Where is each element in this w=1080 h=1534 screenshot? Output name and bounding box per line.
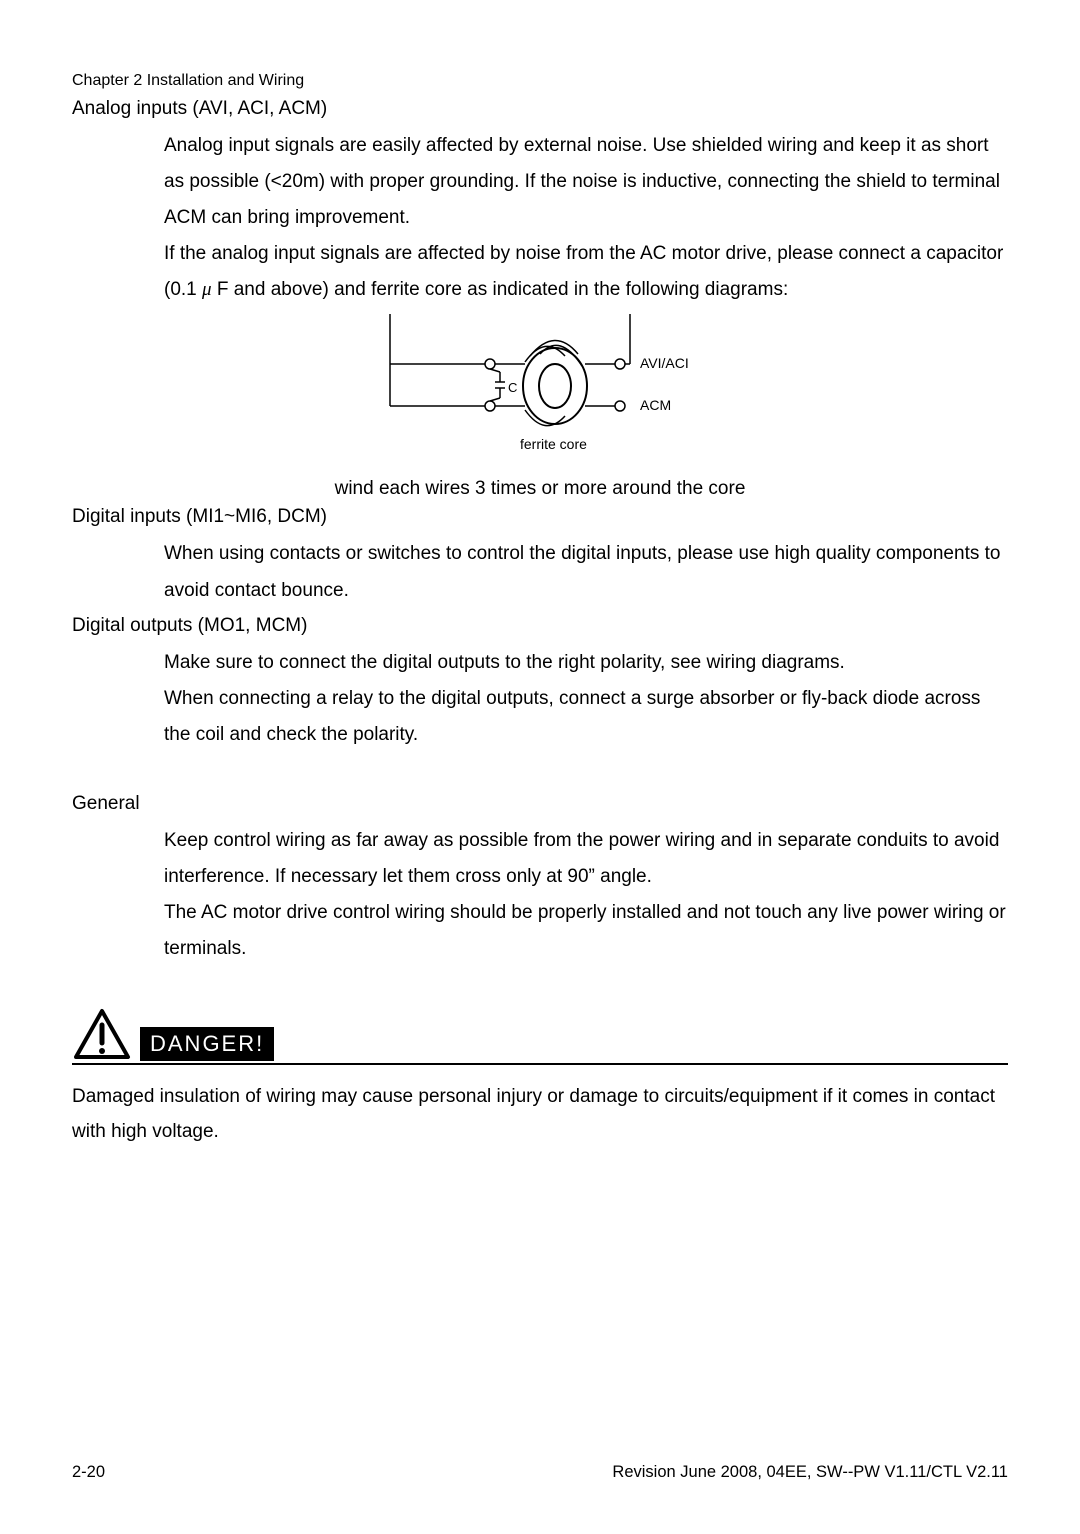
acm-label: ACM [640,397,671,413]
analog-para1: Analog input signals are easily affected… [164,128,1008,236]
general-body: Keep control wiring as far away as possi… [72,823,1008,967]
analog-para2b: F and above) and ferrite core as indicat… [217,279,788,300]
danger-label: DANGER! [140,1027,274,1061]
ferrite-diagram-svg: C AVI/ACI ACM ferrite core [360,314,720,474]
general-para2: The AC motor drive control wiring should… [164,895,1008,967]
avi-label: AVI/ACI [640,355,689,371]
ferrite-figure: C AVI/ACI ACM ferrite core [72,314,1008,474]
digitalout-para1: Make sure to connect the digital outputs… [164,645,1008,681]
danger-row: DANGER! [72,1007,1008,1065]
general-para1: Keep control wiring as far away as possi… [164,823,1008,895]
digitalout-para2: When connecting a relay to the digital o… [164,681,1008,753]
analog-para2: If the analog input signals are affected… [164,236,1008,308]
warning-icon [72,1007,132,1061]
general-heading: General [72,793,1008,815]
digitalin-heading: Digital inputs (MI1~MI6, DCM) [72,506,1008,528]
digitalin-para: When using contacts or switches to contr… [164,536,1008,608]
page-footer: 2-20 Revision June 2008, 04EE, SW--PW V1… [72,1463,1008,1482]
ferrite-label: ferrite core [520,436,587,452]
chapter-label: Chapter 2 Installation and Wiring [72,72,304,89]
digitalout-body: Make sure to connect the digital outputs… [72,645,1008,753]
digitalout-heading: Digital outputs (MO1, MCM) [72,615,1008,637]
danger-text: Damaged insulation of wiring may cause p… [72,1079,1008,1149]
analog-body: Analog input signals are easily affected… [72,128,1008,308]
mu-glyph: μ [202,279,212,300]
page-number: 2-20 [72,1463,105,1482]
figure-caption: wind each wires 3 times or more around t… [72,478,1008,500]
revision-text: Revision June 2008, 04EE, SW--PW V1.11/C… [612,1463,1008,1482]
page: Chapter 2 Installation and Wiring Analog… [0,0,1080,1534]
digitalin-body: When using contacts or switches to contr… [72,536,1008,608]
analog-heading: Analog inputs (AVI, ACI, ACM) [72,98,1008,120]
cap-c-label: C [508,380,517,395]
chapter-header: Chapter 2 Installation and Wiring [72,72,1008,90]
